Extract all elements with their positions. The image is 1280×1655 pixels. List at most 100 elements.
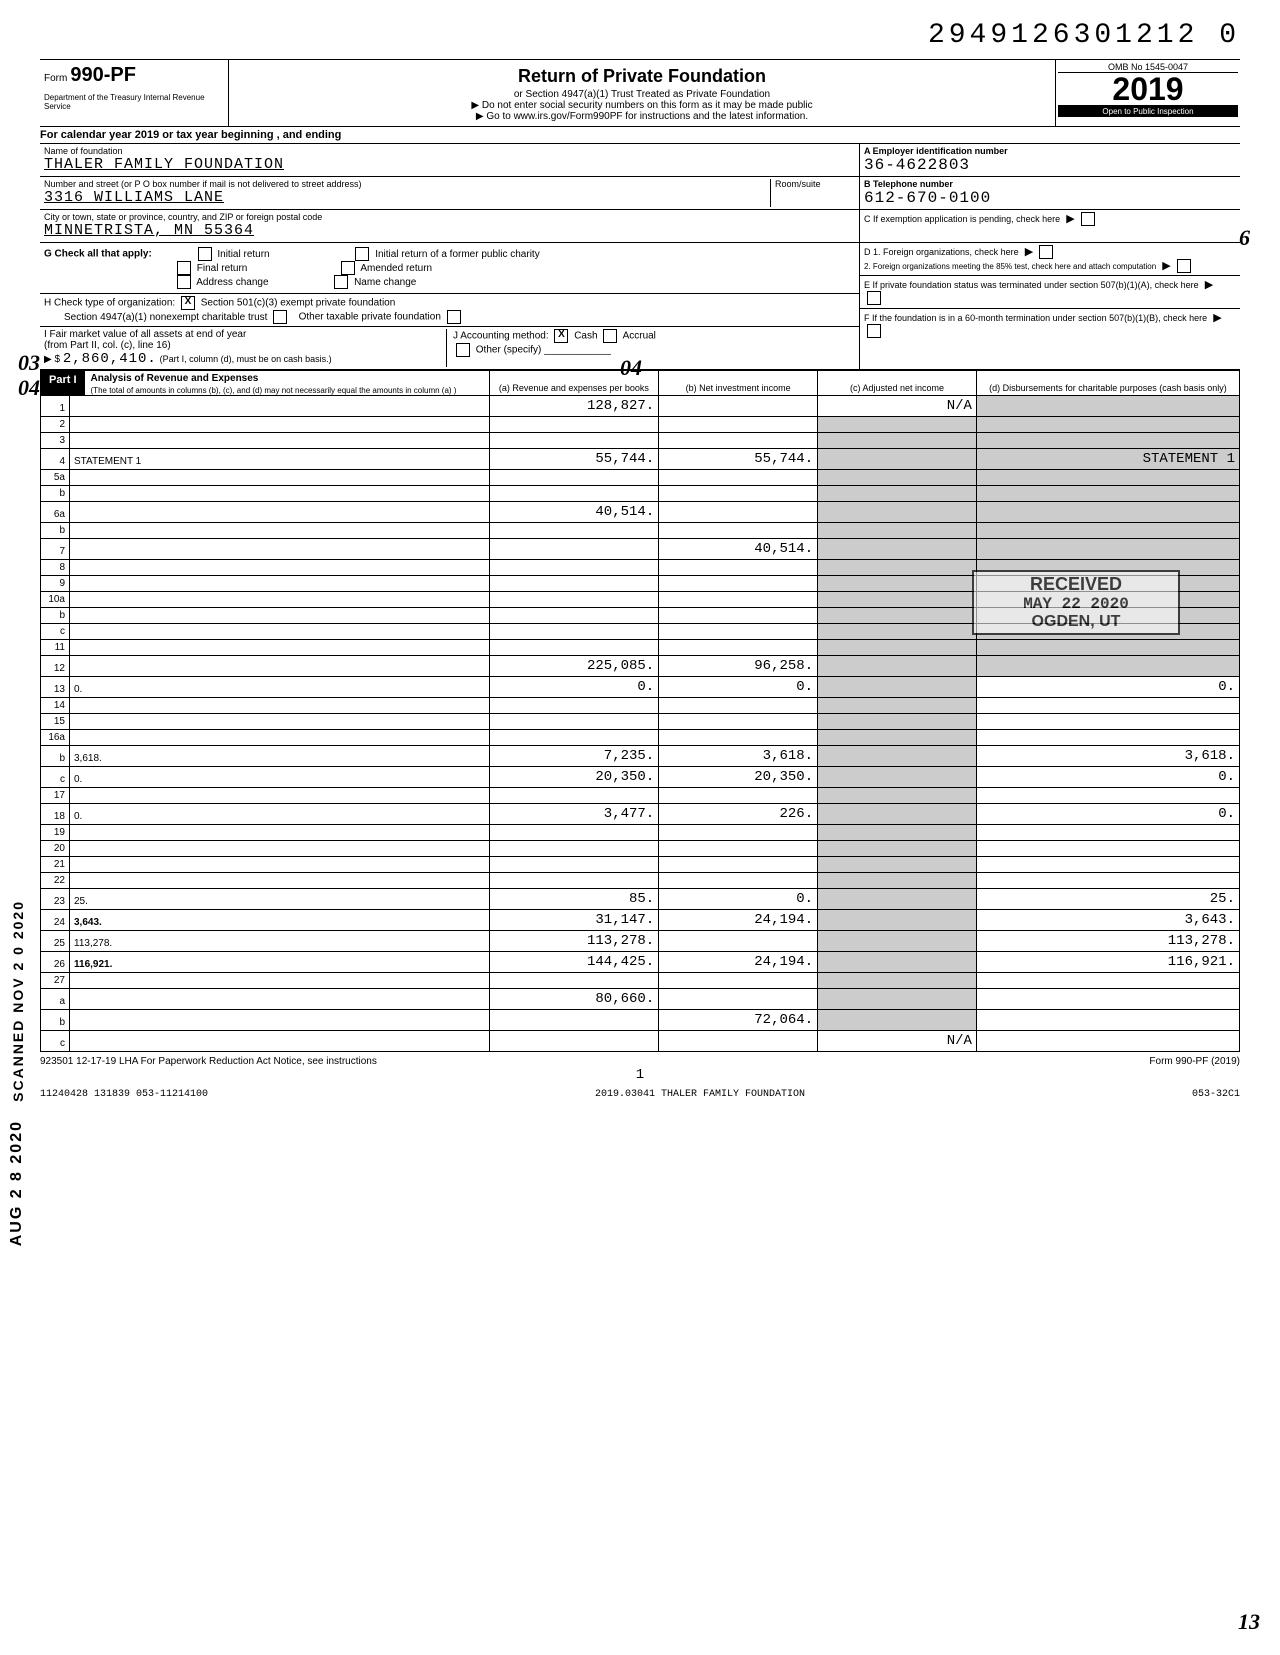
accrual-checkbox[interactable] [603,329,617,343]
received-location: OGDEN, UT [976,613,1176,631]
col-a-value [489,433,659,449]
table-row: b72,064. [41,1010,1240,1031]
col-d-value [976,656,1239,677]
line-description [70,624,490,640]
col-c-value: N/A [818,396,977,417]
col-d-value [976,714,1239,730]
cash-checkbox[interactable]: X [554,329,568,343]
col-b-value [659,417,818,433]
part1-label: Part I [41,371,85,395]
other-taxable-checkbox[interactable] [447,310,461,324]
box-f-checkbox[interactable] [867,324,881,338]
table-row: a80,660. [41,989,1240,1010]
line-description [70,560,490,576]
col-c-header: (c) Adjusted net income [818,371,977,396]
part1-note: (The total of amounts in columns (b), (c… [85,386,463,395]
col-c-value [818,714,977,730]
box-a-label: A Employer identification number [864,146,1008,156]
col-b-value [659,396,818,417]
501c3-checkbox[interactable]: X [181,296,195,310]
line-description [70,698,490,714]
line-number: 27 [41,973,70,989]
box-d1-label: D 1. Foreign organizations, check here [864,247,1019,257]
col-d-value: 3,618. [976,746,1239,767]
other-method-label: Other (specify) [476,345,542,356]
col-a-value [489,417,659,433]
col-d-value [976,396,1239,417]
line-number: 22 [41,873,70,889]
initial-former-checkbox[interactable] [355,247,369,261]
col-b-value: 96,258. [659,656,818,677]
col-c-value [818,576,977,592]
line-number: b [41,486,70,502]
name-change-checkbox[interactable] [334,275,348,289]
initial-return-checkbox[interactable] [198,247,212,261]
table-row: 7 40,514. [41,539,1240,560]
line-description: 3,618. [70,746,490,767]
col-b-value [659,931,818,952]
phone: 612-670-0100 [864,189,1236,207]
subtitle-2: ▶ Do not enter social security numbers o… [237,100,1047,111]
line-number: 18 [41,804,70,825]
col-d-value [976,989,1239,1010]
amended-checkbox[interactable] [341,261,355,275]
line-number: b [41,746,70,767]
box-c-checkbox[interactable] [1081,212,1095,226]
col-d-value [976,698,1239,714]
box-d2-checkbox[interactable] [1177,259,1191,273]
col-c-value [818,608,977,624]
line-description [70,973,490,989]
table-row: 4STATEMENT 155,744.55,744.STATEMENT 1 [41,449,1240,470]
document-id: 2949126301212 0 [40,20,1240,51]
line-description: 113,278. [70,931,490,952]
line-number: 4 [41,449,70,470]
other-method-checkbox[interactable] [456,343,470,357]
handwritten-6: 6 [1239,225,1250,251]
col-c-value [818,973,977,989]
form-title-box: Return of Private Foundation or Section … [229,60,1056,126]
table-row: 5a [41,470,1240,486]
room-label: Room/suite [775,179,855,189]
line-number: 8 [41,560,70,576]
line-number: b [41,1010,70,1031]
line-number: b [41,523,70,539]
form-prefix: Form [44,73,67,84]
final-return-checkbox[interactable] [177,261,191,275]
col-b-value [659,714,818,730]
line-number: b [41,608,70,624]
4947-checkbox[interactable] [273,310,287,324]
col-d-value [976,1010,1239,1031]
line-number: 24 [41,910,70,931]
j-label: J Accounting method: [453,331,549,342]
col-a-value [489,523,659,539]
col-b-value: 20,350. [659,767,818,788]
box-d1-checkbox[interactable] [1039,245,1053,259]
line-number: 12 [41,656,70,677]
col-a-value [489,825,659,841]
col-c-value [818,730,977,746]
address-label: Number and street (or P O box number if … [44,179,770,189]
address-change-checkbox[interactable] [177,275,191,289]
table-row: b [41,523,1240,539]
line-description: 0. [70,804,490,825]
col-c-value [818,677,977,698]
col-d-value [976,857,1239,873]
line-description [70,857,490,873]
line-description [70,417,490,433]
col-a-value [489,714,659,730]
box-e-checkbox[interactable] [867,291,881,305]
line-number: 7 [41,539,70,560]
line-description [70,1010,490,1031]
table-row: 15 [41,714,1240,730]
inspection-label: Open to Public Inspection [1058,105,1238,117]
col-b-value [659,857,818,873]
col-d-value [976,539,1239,560]
dept-label: Department of the Treasury Internal Reve… [44,93,224,111]
line-description [70,640,490,656]
col-d-value [976,502,1239,523]
col-b-value: 40,514. [659,539,818,560]
col-d-value [976,973,1239,989]
col-b-value [659,523,818,539]
line-number: c [41,624,70,640]
tax-year: 2019 [1058,73,1238,105]
